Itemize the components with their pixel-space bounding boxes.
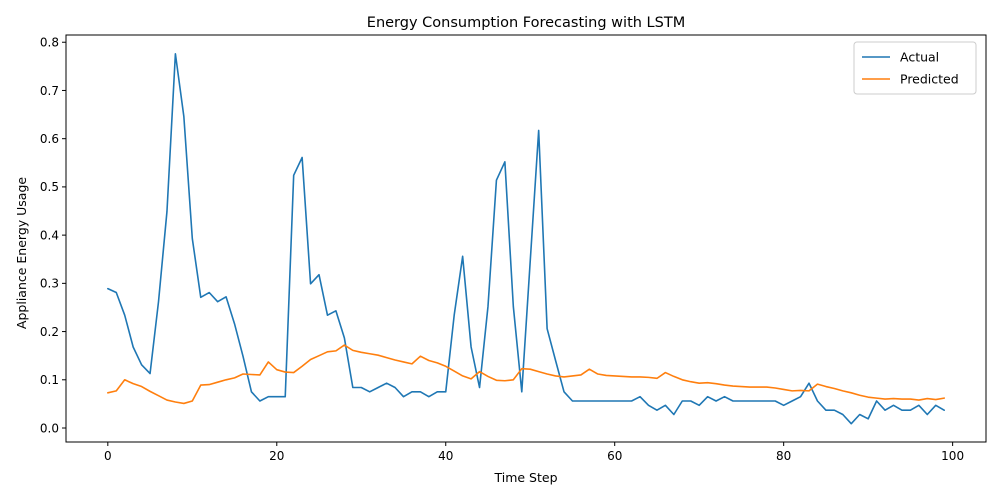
x-tick-label: 60 [607,449,622,463]
x-tick-label: 80 [776,449,791,463]
y-tick-label: 0.4 [40,228,59,242]
y-axis-label: Appliance Energy Usage [14,177,29,329]
y-tick-label: 0.6 [40,132,59,146]
plot-area: 0 20 40 60 80 100 0.0 0.1 0.2 0.3 0.4 0.5 0.6 0.7 0.8 A… [40,34,987,463]
y-tick-label: 0.1 [40,373,59,387]
y-tick-label: 0.3 [40,277,59,291]
x-tick-label: 100 [941,449,964,463]
x-axis-label: Time Step [493,470,557,485]
y-tick-label: 0.5 [40,180,59,194]
legend-label-actual: Actual [900,50,939,65]
y-tick-label: 0.8 [40,36,59,50]
series-line-predicted [107,344,945,405]
chart-title: Energy Consumption Forecasting with LSTM [367,15,685,31]
x-tick-label: 40 [438,449,453,463]
legend-label-predicted: Predicted [900,72,959,87]
y-tick-label: 0.2 [40,325,59,339]
legend-box [853,41,977,95]
legend: Actual Predicted [853,41,977,95]
x-tick-label: 20 [269,449,284,463]
axes-frame [65,34,987,443]
y-tick-label: 0.0 [40,421,59,435]
y-tick-label: 0.7 [40,84,59,98]
x-tick-label: 0 [104,449,112,463]
